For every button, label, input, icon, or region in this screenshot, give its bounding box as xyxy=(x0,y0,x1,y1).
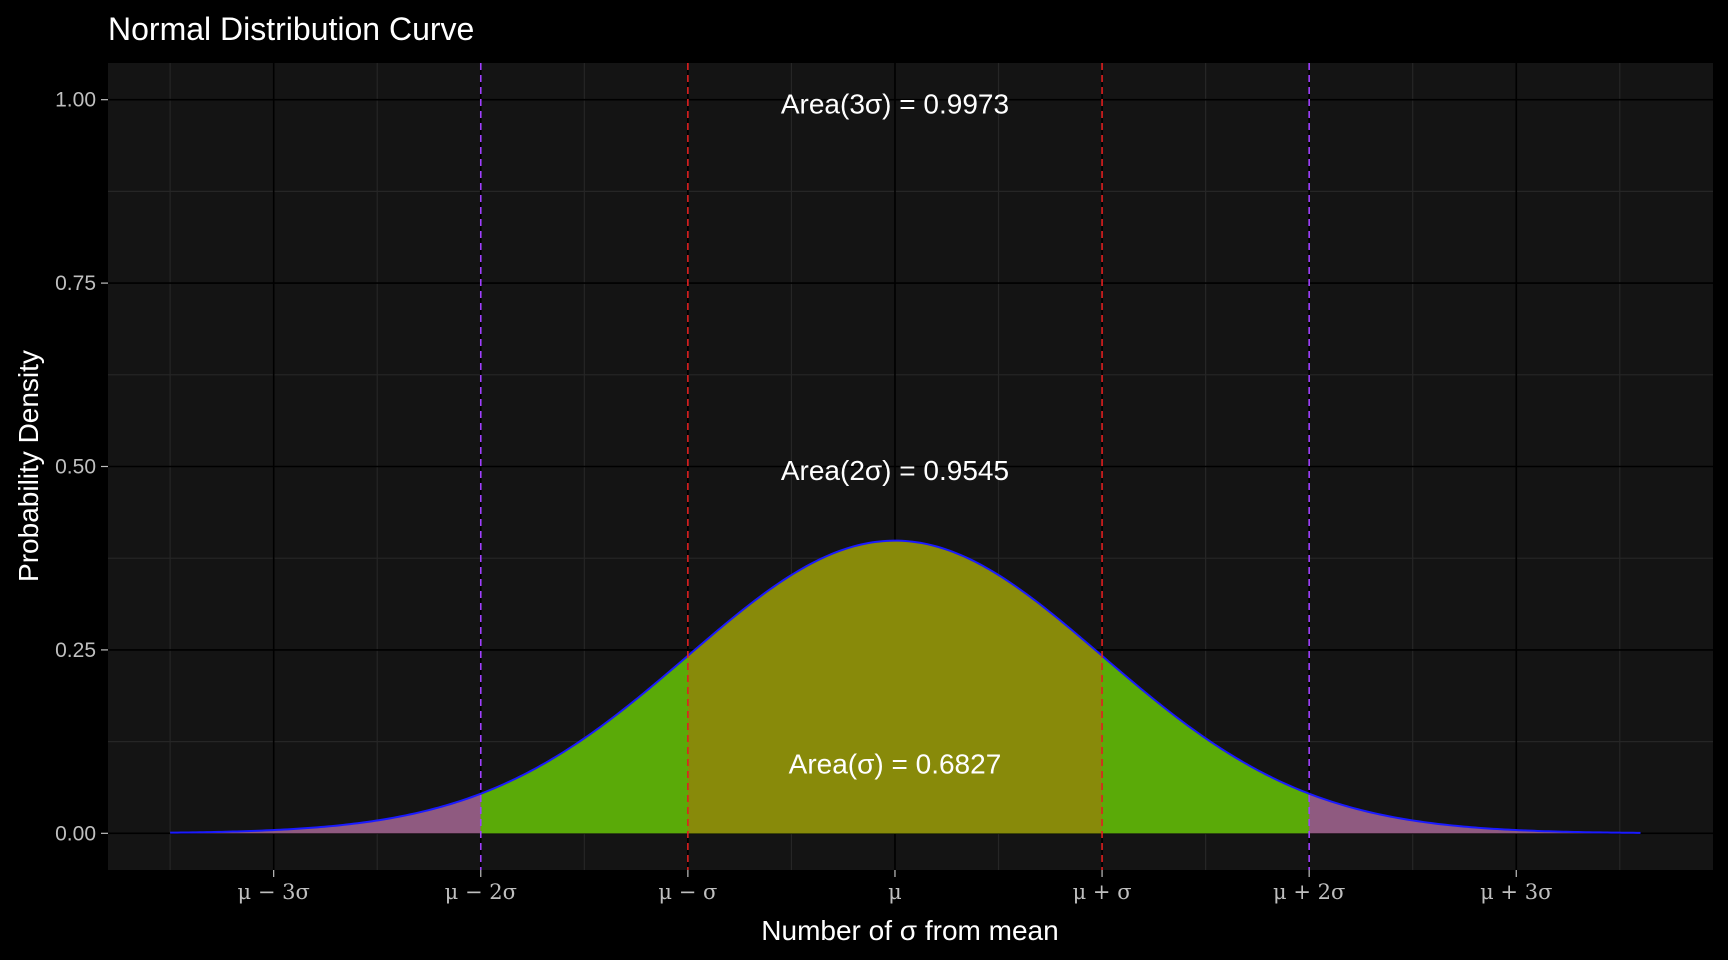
region-within-1- xyxy=(687,540,1103,834)
reference-lines xyxy=(479,63,1310,870)
chart-title: Normal Distribution Curve xyxy=(108,11,474,47)
y-tick-label-3: 0.75 xyxy=(55,272,96,295)
y-tick-label-4: 1.00 xyxy=(55,89,96,112)
x-tick-label-1: μ − 2σ xyxy=(445,880,517,904)
y-tick-label-1: 0.25 xyxy=(55,639,96,662)
x-tick-label-2: μ − σ xyxy=(658,880,717,904)
x-tick-label-3: μ xyxy=(888,880,902,904)
y-axis: 0.00 0.25 0.50 0.75 1.00 xyxy=(55,89,108,845)
x-tick-label-0: μ − 3σ xyxy=(238,880,310,904)
x-tick-label-6: μ + 3σ xyxy=(1480,880,1552,904)
annotation-1: Area(2σ) = 0.9545 xyxy=(781,455,1009,486)
x-tick-label-4: μ + σ xyxy=(1073,880,1132,904)
x-axis-title: Number of σ from mean xyxy=(761,915,1058,946)
annotation-0: Area(3σ) = 0.9973 xyxy=(781,88,1009,119)
x-axis: μ − 3σ μ − 2σ μ − σ μ μ + σ μ + 2σ μ + 3σ xyxy=(238,870,1552,904)
y-tick-label-0: 0.00 xyxy=(55,822,96,845)
annotation-2: Area(σ) = 0.6827 xyxy=(789,749,1002,780)
y-axis-title: Probability Density xyxy=(13,350,44,582)
density-curve xyxy=(170,539,1641,834)
y-tick-label-2: 0.50 xyxy=(55,456,96,479)
x-tick-label-5: μ + 2σ xyxy=(1273,880,1345,904)
annotations: Area(3σ) = 0.9973 Area(2σ) = 0.9545 Area(σ… xyxy=(781,88,1009,779)
